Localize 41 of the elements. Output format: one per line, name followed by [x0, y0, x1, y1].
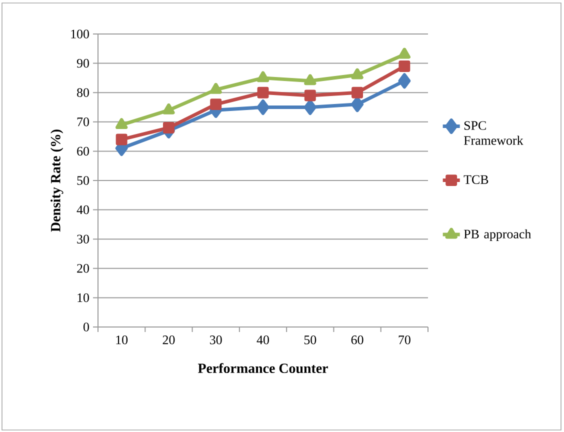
x-tick-label: 20: [162, 336, 175, 344]
point: [162, 122, 174, 134]
y-tick-label: 30: [77, 234, 89, 244]
y-tick-label: 70: [77, 118, 89, 126]
y-tick-label: 40: [76, 205, 89, 214]
point: [304, 90, 316, 102]
x-tick-label: 50: [304, 336, 316, 344]
legend-label: TCB: [464, 175, 488, 184]
point: [398, 73, 411, 89]
point: [398, 48, 410, 59]
legend-label: PB approach: [464, 229, 532, 242]
y-tick-label: 60: [77, 146, 89, 156]
y-tick-label: 0: [84, 322, 89, 332]
y-axis-title: Density Rate (%): [50, 130, 64, 232]
point: [304, 100, 316, 115]
y-tick-label: 10: [78, 293, 89, 302]
y-tick-label: 50: [77, 176, 89, 185]
x-axis-title: Performance Counter: [198, 363, 328, 374]
point: [116, 118, 128, 130]
point: [352, 86, 364, 98]
x-tick-label: 60: [351, 336, 364, 344]
x-tick-label: 30: [210, 336, 222, 344]
legend-label: SPC Framework: [464, 121, 524, 145]
point: [256, 71, 270, 82]
point: [162, 103, 175, 114]
y-tick-label: 100: [71, 30, 89, 38]
point: [351, 68, 364, 80]
y-tick-label: 20: [77, 264, 89, 273]
y-tick-label: 90: [76, 58, 89, 68]
point: [210, 98, 222, 110]
x-tick-label: 10: [116, 336, 128, 344]
x-tick-label: 40: [256, 336, 269, 344]
point: [257, 86, 269, 98]
point: [304, 74, 316, 86]
point: [116, 134, 128, 146]
point: [210, 82, 222, 94]
y-tick-label: 80: [77, 88, 89, 97]
x-tick-label: 70: [398, 336, 410, 344]
point: [398, 60, 410, 72]
point: [256, 100, 270, 115]
point: [351, 96, 364, 112]
